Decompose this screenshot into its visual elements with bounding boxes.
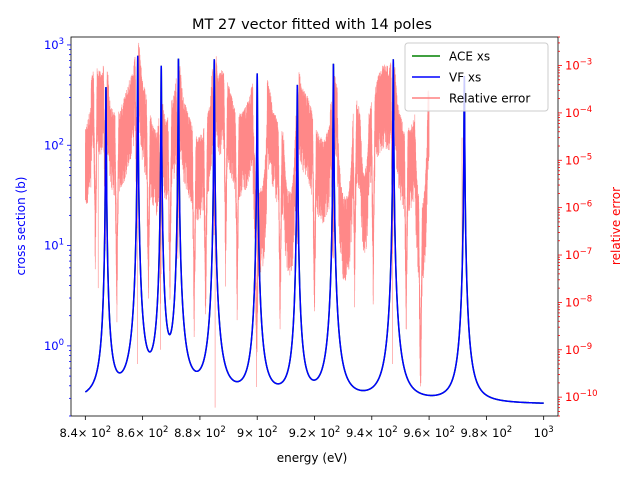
vf-xs-series (84, 55, 544, 404)
y-right-tick-label-0: 10−10 (565, 389, 598, 404)
y-left-tick-label-3: 103 (44, 37, 64, 52)
plot-area (84, 42, 544, 408)
y-axis-right: 10−10 10−9 10−8 10−7 10−6 10−5 10−4 10−3 (558, 36, 598, 417)
y-right-tick-label-6: 10−4 (565, 105, 592, 120)
y-left-tick-label-0: 100 (44, 338, 64, 353)
y-right-tick-label-7: 10−3 (565, 58, 592, 73)
x-tick-label-4: 9.2× 102 (289, 425, 341, 440)
x-tick-label-6: 9.6× 102 (403, 425, 455, 440)
y-right-tick-label-2: 10−8 (565, 294, 592, 309)
y-axis-left: 100 101 102 103 (44, 37, 71, 417)
y-axis-right-label: relative error (609, 187, 623, 265)
x-tick-label-0: 8.4× 102 (59, 425, 111, 440)
y-left-tick-label-1: 101 (44, 238, 64, 253)
x-tick-label-7: 9.8× 102 (461, 425, 513, 440)
x-tick-label-2: 8.8× 102 (174, 425, 226, 440)
x-tick-label-3: 9× 102 (237, 425, 278, 440)
legend-relative-error-label: Relative error (449, 92, 530, 106)
legend-box (404, 42, 549, 112)
y-left-tick-label-2: 102 (44, 137, 64, 152)
x-tick-label-1: 8.6× 102 (117, 425, 169, 440)
y-axis-left-label: cross section (b) (14, 177, 28, 276)
legend: ACE xs VF xs Relative error (404, 42, 549, 112)
x-axis-label: energy (eV) (277, 451, 348, 465)
legend-ace-xs-label: ACE xs (449, 50, 490, 64)
y-right-tick-label-3: 10−7 (565, 247, 592, 262)
y-right-tick-label-4: 10−6 (565, 200, 592, 215)
x-tick-label-8: 103 (534, 425, 554, 440)
y-right-tick-label-5: 10−5 (565, 152, 592, 167)
chart-title: MT 27 vector fitted with 14 poles (192, 17, 432, 33)
y-right-tick-label-1: 10−9 (565, 342, 592, 357)
x-axis: 8.4× 102 8.6× 102 8.8× 102 9× 102 9.2× 102 9.… (59, 416, 554, 440)
x-tick-label-5: 9.4× 102 (346, 425, 398, 440)
legend-vf-xs-label: VF xs (449, 71, 481, 85)
relative-error-series (85, 42, 463, 408)
